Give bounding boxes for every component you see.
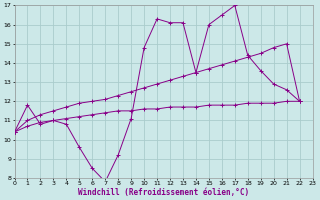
X-axis label: Windchill (Refroidissement éolien,°C): Windchill (Refroidissement éolien,°C) [78,188,249,197]
